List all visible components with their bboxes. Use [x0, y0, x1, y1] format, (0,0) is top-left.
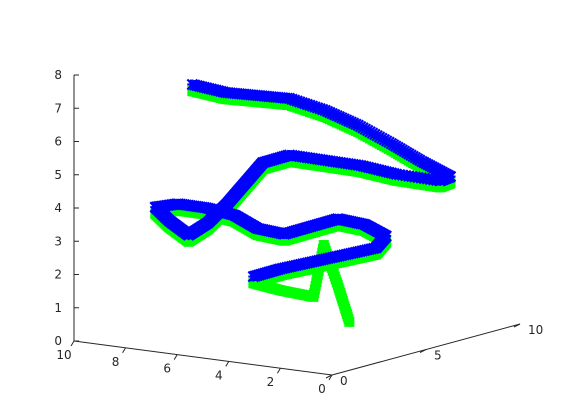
z-tick-label: 6 — [54, 135, 62, 149]
x-tick-mark — [328, 374, 333, 381]
data-point-green — [344, 316, 355, 327]
x-tick-label: 4 — [215, 368, 223, 382]
series-1 — [149, 78, 457, 283]
z-tick-label: 0 — [54, 334, 62, 348]
x-tick-label: 10 — [56, 348, 71, 362]
x-tick-label: 8 — [112, 355, 120, 369]
x-axis-line — [73, 340, 333, 376]
x-tick-label: 2 — [267, 375, 275, 389]
z-tick-label: 3 — [54, 234, 62, 248]
y-tick-label: 0 — [340, 374, 348, 388]
y-tick-mark — [419, 349, 427, 353]
z-tick-label: 1 — [54, 301, 62, 315]
y-tick-mark — [325, 374, 333, 379]
x-tick-mark — [276, 367, 281, 374]
data-point-blue — [247, 270, 260, 283]
x-tick-mark — [225, 361, 230, 367]
x-tick-mark — [122, 347, 127, 354]
z-tick-label: 7 — [54, 101, 62, 115]
x-tick-mark — [173, 354, 178, 360]
series-layer — [149, 78, 457, 327]
z-tick-label: 2 — [54, 268, 62, 282]
z-tick-label: 4 — [54, 201, 62, 215]
x-tick-label: 0 — [318, 382, 326, 396]
z-tick-label: 5 — [54, 168, 62, 182]
z-tick-label: 8 — [54, 68, 62, 82]
x-tick-label: 6 — [163, 362, 171, 376]
x-tick-mark — [70, 340, 75, 347]
y-tick-mark — [513, 323, 521, 328]
y-tick-label: 10 — [528, 323, 543, 337]
y-tick-label: 5 — [434, 349, 442, 363]
